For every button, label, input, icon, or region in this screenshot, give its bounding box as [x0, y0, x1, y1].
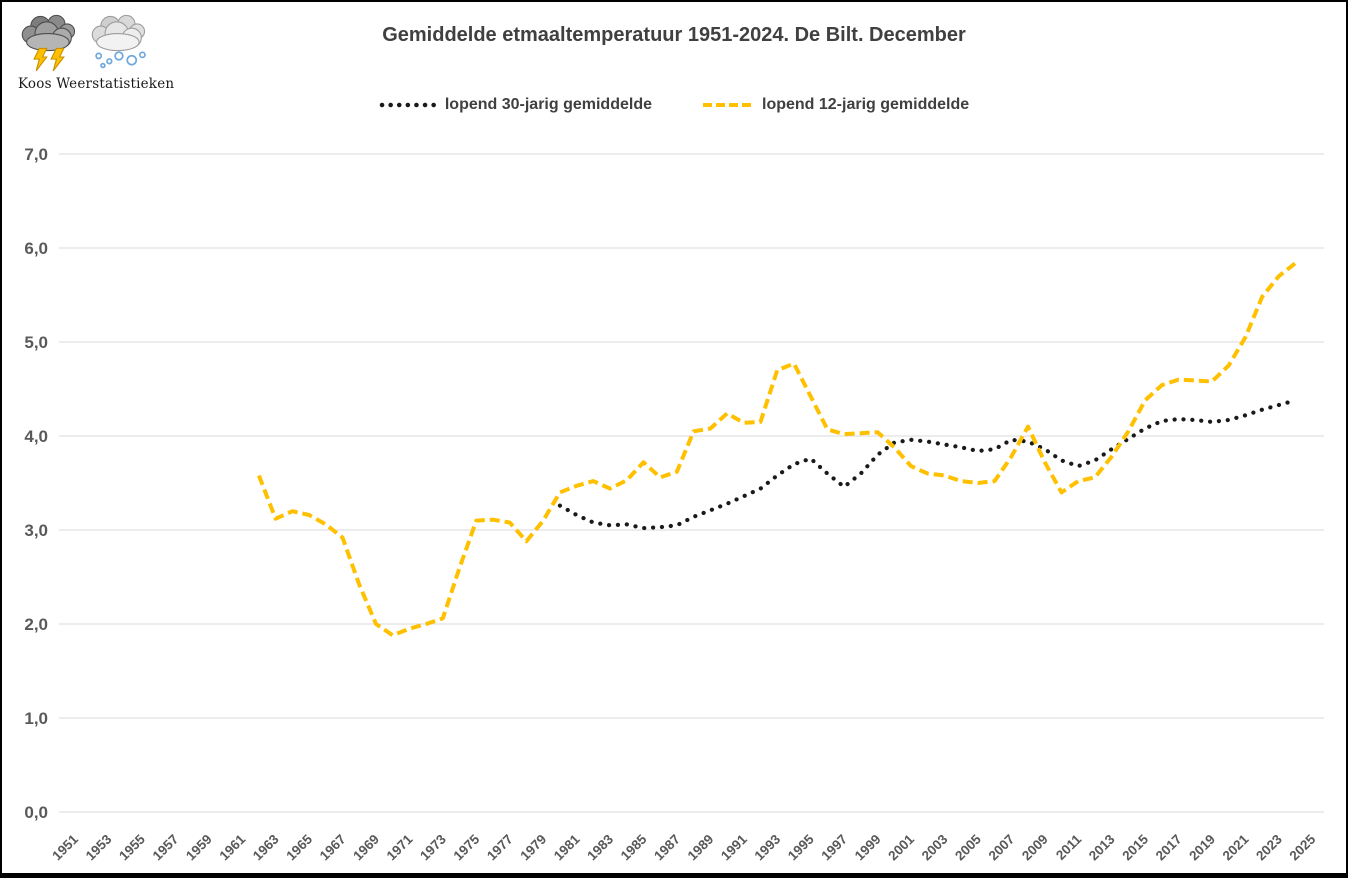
series-30yr-line: [557, 398, 1298, 531]
y-tick-label: 7,0: [24, 145, 48, 164]
x-tick-label: 1997: [818, 832, 850, 864]
x-tick-label: 2025: [1287, 831, 1319, 863]
x-tick-label: 1983: [584, 831, 616, 863]
x-tick-label: 1965: [283, 831, 315, 863]
legend-label-30yr: lopend 30-jarig gemiddelde: [444, 96, 652, 113]
logo: Koos Weerstatistieken: [18, 10, 198, 92]
dotted-line-sample-icon: [379, 102, 437, 108]
x-tick-label: 1957: [150, 832, 182, 864]
cloud-lightning-icon: [21, 14, 76, 72]
x-tick-label: 1977: [484, 832, 516, 864]
legend-item-12yr: lopend 12-jarig gemiddelde: [702, 96, 969, 114]
x-tick-label: 2009: [1019, 832, 1051, 864]
x-tick-label: 1951: [49, 831, 81, 863]
x-tick-label: 2011: [1053, 831, 1085, 863]
x-tick-label: 1959: [183, 832, 215, 864]
x-tick-label: 1981: [551, 831, 583, 863]
x-tick-label: 1987: [651, 832, 683, 864]
x-tick-label: 1963: [250, 831, 282, 863]
cloud-snow-icon: [91, 14, 146, 69]
x-tick-label: 1975: [451, 831, 483, 863]
x-tick-label: 1967: [317, 832, 349, 864]
x-tick-label: 1995: [785, 831, 817, 863]
x-tick-label: 2007: [986, 832, 1018, 864]
y-tick-label: 3,0: [24, 521, 48, 540]
x-tick-label: 1973: [417, 831, 449, 863]
x-tick-label: 1953: [83, 831, 115, 863]
x-tick-label: 2003: [919, 831, 951, 863]
y-tick-label: 1,0: [24, 709, 48, 728]
y-tick-label: 0,0: [24, 803, 48, 822]
x-tick-label: 2019: [1186, 832, 1218, 864]
y-tick-label: 4,0: [24, 427, 48, 446]
x-tick-label: 2001: [885, 831, 917, 863]
x-tick-label: 2023: [1253, 831, 1285, 863]
y-tick-label: 6,0: [24, 239, 48, 258]
x-tick-label: 2005: [952, 831, 984, 863]
x-tick-label: 2013: [1086, 831, 1118, 863]
x-tick-label: 1999: [852, 832, 884, 864]
legend-item-30yr: lopend 30-jarig gemiddelde: [379, 96, 652, 114]
x-tick-label: 1993: [752, 831, 784, 863]
x-tick-label: 1955: [116, 831, 148, 863]
legend-label-12yr: lopend 12-jarig gemiddelde: [762, 96, 970, 113]
legend: lopend 30-jarig gemiddelde lopend 12-jar…: [2, 96, 1346, 114]
logo-clouds: [18, 10, 198, 72]
dashed-line-sample-icon: [703, 103, 753, 107]
series-12yr-line: [257, 261, 1297, 638]
x-tick-label: 1969: [350, 832, 382, 864]
y-tick-label: 5,0: [24, 333, 48, 352]
x-tick-label: 1989: [685, 832, 717, 864]
x-tick-label: 2017: [1153, 832, 1185, 864]
brand-name: Koos Weerstatistieken: [18, 76, 175, 92]
x-tick-label: 1991: [718, 831, 750, 863]
x-tick-label: 1985: [618, 831, 650, 863]
x-tick-label: 2021: [1220, 831, 1252, 863]
x-tick-label: 2015: [1119, 831, 1151, 863]
y-tick-label: 2,0: [24, 615, 48, 634]
x-tick-label: 1971: [384, 831, 416, 863]
x-tick-label: 1961: [216, 831, 248, 863]
x-tick-label: 1979: [517, 832, 549, 864]
chart-title: Gemiddelde etmaaltemperatuur 1951-2024. …: [382, 24, 966, 46]
